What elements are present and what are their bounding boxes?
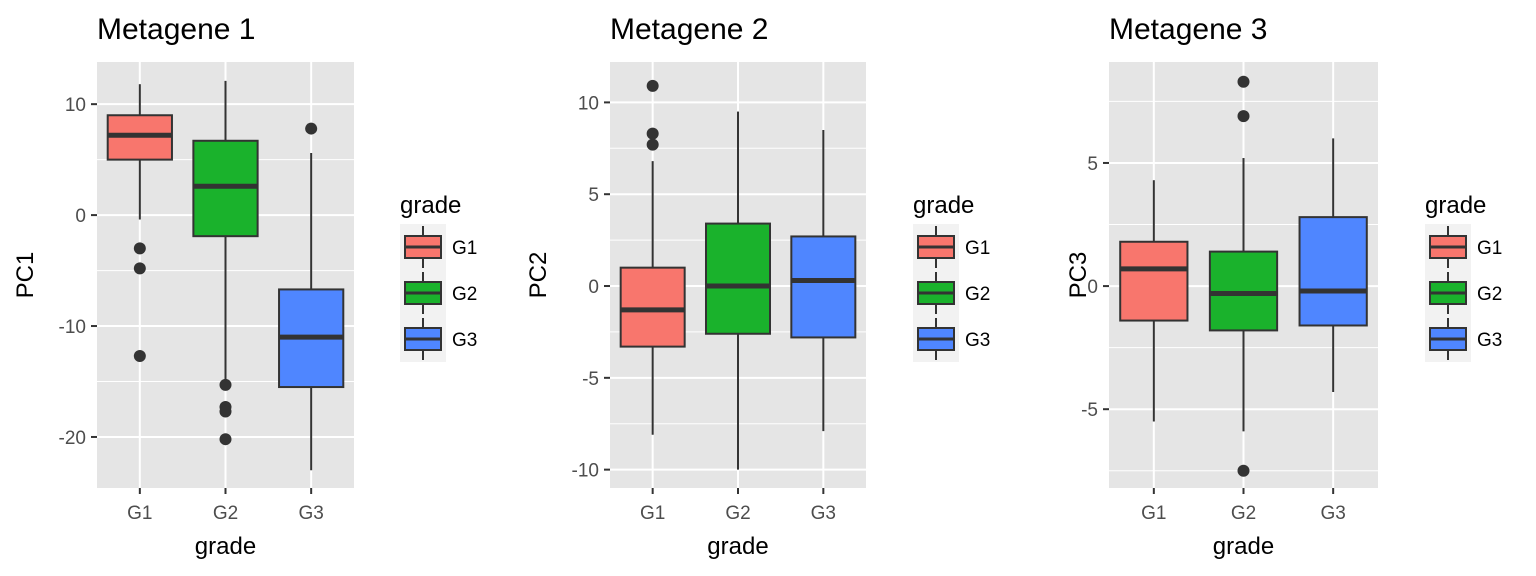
outlier-point	[1237, 75, 1250, 88]
y-tick-label: 10	[578, 93, 599, 114]
box-G3	[278, 122, 345, 471]
legend-label: G2	[1477, 284, 1502, 305]
y-tick-label: -10	[572, 461, 599, 482]
box-body	[1119, 240, 1189, 322]
y-tick-label: -20	[59, 428, 86, 449]
box-body	[619, 266, 686, 348]
outlier-point	[219, 378, 232, 391]
box-G3	[1298, 138, 1368, 392]
chart-panel-2: -10 -5 0 5 10 G1 G2 G3 Metagene 2 grade PC2 grade G1…	[525, 13, 990, 560]
legend-entry-G3: G3	[400, 316, 477, 362]
outlier-point	[219, 433, 232, 446]
y-tick-label: 0	[1087, 277, 1098, 298]
legend-label: G3	[452, 330, 477, 351]
y-tick-label: 0	[75, 206, 86, 227]
legend-title: grade	[913, 192, 974, 219]
x-tick-label: G3	[1320, 503, 1345, 524]
legend-label: G2	[452, 284, 477, 305]
legend-label: G1	[452, 238, 477, 259]
legend-entry-G1: G1	[400, 224, 477, 270]
y-tick-label: 10	[65, 95, 86, 116]
x-tick-label: G1	[640, 503, 665, 524]
chart-title: Metagene 3	[1109, 13, 1267, 46]
y-tick-label: 0	[588, 277, 599, 298]
x-tick-label: G1	[127, 503, 152, 524]
y-tick-label: -5	[582, 369, 599, 390]
legend-title: grade	[1425, 192, 1486, 219]
legend-label: G3	[1477, 330, 1502, 351]
legend-label: G3	[965, 330, 990, 351]
box-G2	[1208, 75, 1279, 477]
x-tick-label: G3	[811, 503, 836, 524]
x-tick-label: G1	[1141, 503, 1166, 524]
legend-entry-G3: G3	[1425, 316, 1502, 362]
x-axis-title: grade	[707, 533, 768, 560]
outlier-point	[133, 242, 146, 255]
box-G3	[790, 129, 857, 432]
outlier-point	[646, 138, 659, 151]
legend-entry-G1: G1	[913, 224, 990, 270]
x-tick-label: G2	[213, 503, 238, 524]
legend: grade G1 G2 G3	[1425, 192, 1502, 362]
outlier-point	[133, 349, 146, 362]
box-body	[790, 235, 857, 339]
y-tick-label: 5	[1087, 154, 1098, 175]
box-G1	[106, 84, 173, 362]
outlier-point	[646, 79, 659, 92]
x-tick-label: G2	[725, 503, 750, 524]
box-G1	[1119, 180, 1189, 422]
y-tick-label: -10	[59, 317, 86, 338]
x-axis-title: grade	[195, 533, 256, 560]
outlier-point	[219, 405, 232, 418]
legend-entry-G2: G2	[400, 270, 477, 316]
legend-entry-G1: G1	[1425, 224, 1502, 270]
chart-title: Metagene 2	[610, 13, 768, 46]
legend-label: G2	[965, 284, 990, 305]
legend-label: G1	[965, 238, 990, 259]
y-axis-title: PC1	[12, 252, 39, 299]
x-axis-title: grade	[1213, 533, 1274, 560]
box-G2	[192, 80, 259, 446]
y-axis-title: PC3	[1065, 252, 1092, 299]
legend: grade G1 G2 G3	[913, 192, 990, 362]
legend: grade G1 G2 G3	[400, 192, 477, 362]
outlier-point	[305, 122, 318, 135]
x-tick-label: G2	[1231, 503, 1256, 524]
legend-entry-G3: G3	[913, 316, 990, 362]
y-tick-label: -5	[1081, 400, 1098, 421]
box-body	[1298, 216, 1368, 327]
y-tick-label: 5	[588, 185, 599, 206]
legend-label: G1	[1477, 238, 1502, 259]
outlier-point	[133, 262, 146, 275]
box-G2	[705, 111, 771, 470]
legend-entry-G2: G2	[1425, 270, 1502, 316]
outlier-point	[646, 127, 659, 140]
chart-panel-3: -5 0 5 G1 G2 G3 Metagene 3 grade PC3 grade G1 G2 G3	[1065, 13, 1502, 560]
box-body	[705, 222, 771, 335]
box-G1	[619, 79, 686, 435]
legend-entry-G2: G2	[913, 270, 990, 316]
legend-title: grade	[400, 192, 461, 219]
outlier-point	[1237, 464, 1250, 477]
chart-title: Metagene 1	[97, 13, 255, 46]
x-tick-label: G3	[298, 503, 323, 524]
y-axis-title: PC2	[525, 252, 552, 299]
outlier-point	[1237, 110, 1250, 123]
chart-panel-1: -20 -10 0 10 G1 G2 G3 Metagene 1 grade PC1 grade G1…	[12, 13, 477, 560]
